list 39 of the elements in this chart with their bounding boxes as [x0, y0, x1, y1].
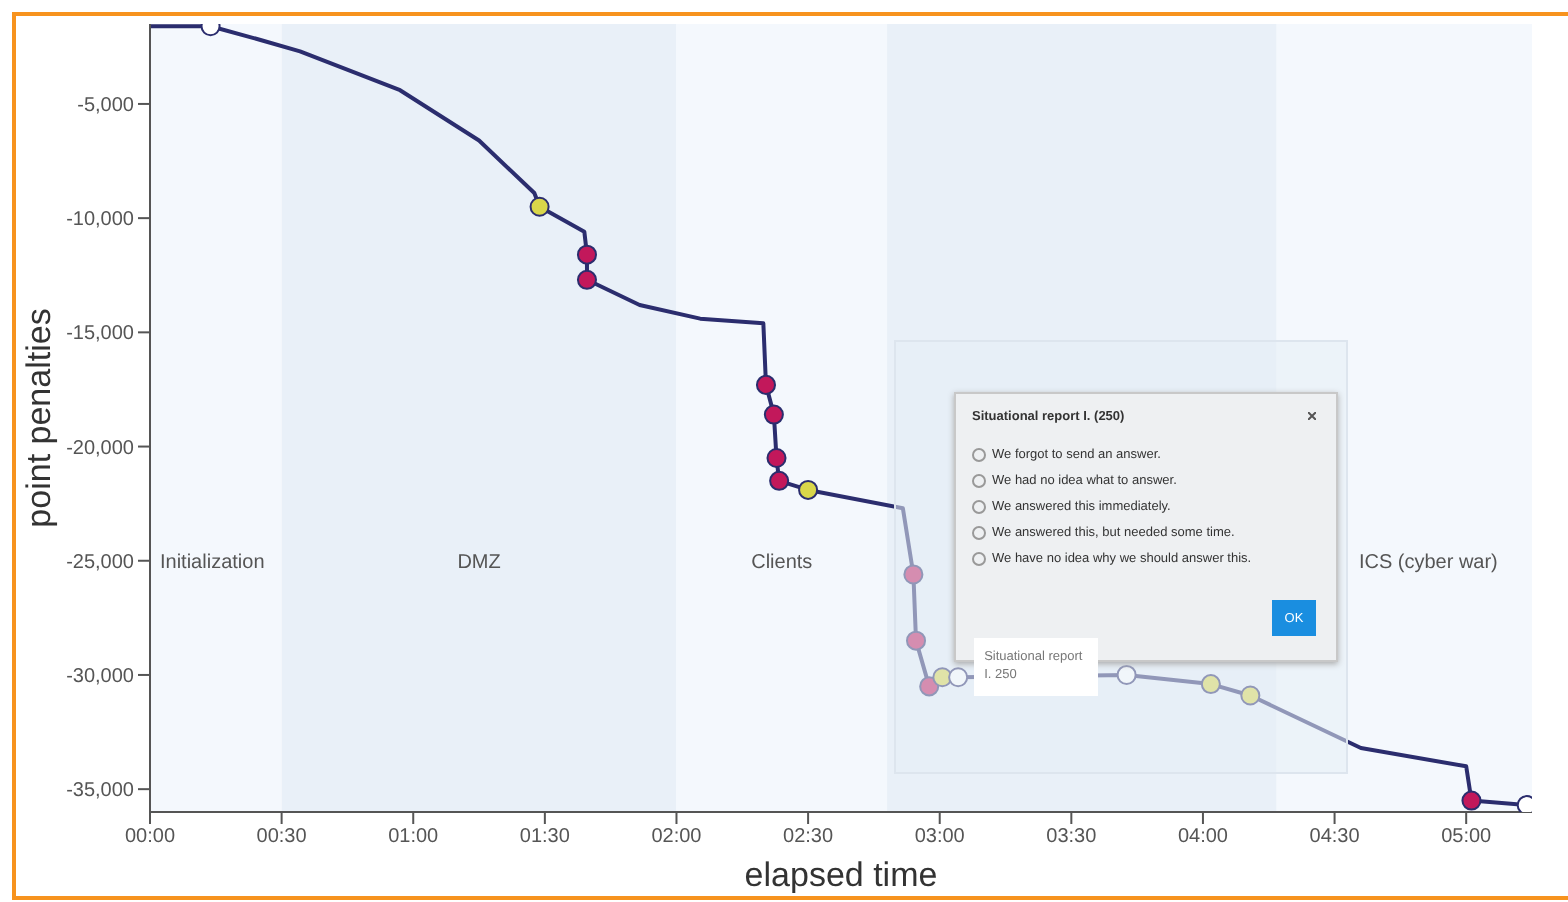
y-tick-label: -15,000 [66, 323, 135, 346]
x-tick-label: 00:00 [124, 826, 176, 849]
y-tick-label: -10,000 [66, 209, 135, 232]
point [1116, 664, 1137, 685]
point [948, 667, 969, 688]
x-tick-label: 02:00 [651, 826, 703, 849]
point [529, 196, 550, 217]
y-tick-label: -5,000 [77, 95, 135, 118]
point [1461, 790, 1482, 811]
band-label: Clients [751, 551, 813, 574]
x-tick-label: 03:00 [914, 826, 966, 849]
band-label: DMZ [457, 551, 501, 574]
point [798, 479, 819, 500]
x-tick-label: 01:30 [519, 826, 571, 849]
x-tick-label: 00:30 [256, 826, 308, 849]
y-axis-title: point penalties [20, 308, 59, 528]
point [769, 470, 790, 491]
y-tick-label: -35,000 [66, 780, 135, 803]
x-tick-label: 04:00 [1177, 826, 1229, 849]
x-tick-label: 02:30 [783, 826, 834, 849]
point [903, 564, 924, 585]
x-tick-label: 01:00 [388, 826, 440, 849]
point [766, 447, 787, 468]
x-tick-label: 03:30 [1046, 826, 1098, 849]
point [763, 404, 784, 425]
point [755, 374, 777, 395]
x-tick-label: 05:00 [1441, 826, 1493, 849]
x-tick-label: 04:30 [1309, 826, 1361, 849]
x-axis-title: elapsed time [744, 856, 938, 894]
band-label: ICS (cyber war) [1358, 551, 1498, 574]
y-tick-label: -20,000 [66, 437, 135, 460]
point [576, 269, 597, 290]
point [905, 630, 927, 651]
band-label: Initialization [160, 551, 265, 574]
point [1240, 685, 1261, 706]
y-tick-label: -25,000 [66, 551, 135, 574]
point [1200, 674, 1221, 695]
y-tick-label: -30,000 [66, 666, 135, 689]
point [576, 244, 597, 265]
